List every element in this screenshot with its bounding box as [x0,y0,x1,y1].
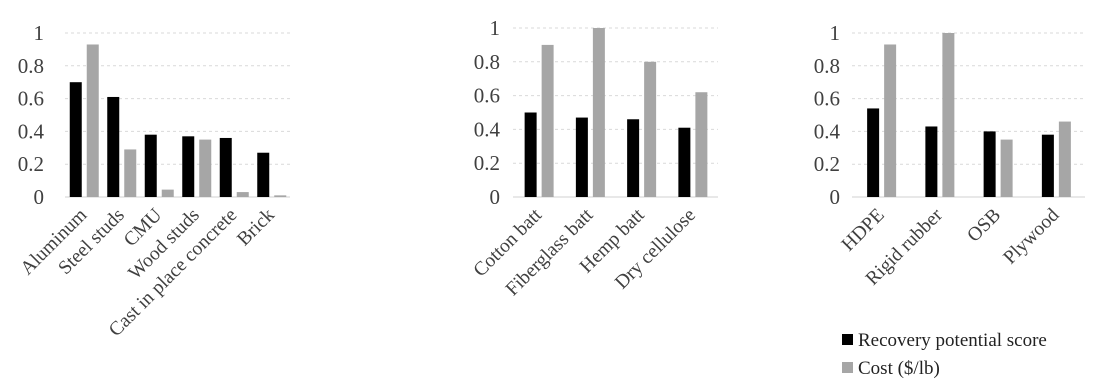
y-tick-label: 0.8 [474,50,500,74]
x-category-label: Brick [233,205,279,251]
y-tick-label: 0 [830,185,841,209]
legend-swatch-cost [842,362,853,373]
y-tick-label: 0.4 [18,119,45,143]
y-tick-label: 0.8 [18,54,44,78]
bar-cost [274,195,287,197]
bar-recovery-potential-score [575,117,588,197]
y-tick-label: 0.2 [814,152,840,176]
bar-cost [236,192,249,197]
bar-recovery-potential-score [257,152,270,197]
x-category-label: Plywood [1000,205,1064,269]
bar-cost [1000,139,1013,197]
bar-recovery-potential-score [219,137,232,197]
y-tick-label: 1 [490,16,501,40]
bar-cost [161,189,174,197]
bar-cost [541,44,554,198]
bar-cost [884,44,897,198]
legend-label-recovery-potential-score: Recovery potential score [858,330,1047,351]
y-tick-label: 0.2 [474,151,500,175]
bar-cost [644,61,657,197]
y-tick-label: 0.8 [814,54,840,78]
bar-recovery-potential-score [627,119,640,197]
bar-recovery-potential-score [144,134,157,197]
bar-cost [695,92,708,197]
bar-cost [942,33,955,197]
bar-cost [199,139,212,197]
bar-recovery-potential-score [524,112,537,197]
x-category-label: OSB [963,205,1005,247]
bar-cost [124,149,137,197]
y-tick-label: 0.4 [474,117,501,141]
legend-label-cost: Cost ($/lb) [858,358,940,379]
bar-cost [86,44,99,198]
bar-recovery-potential-score [678,127,691,197]
y-tick-label: 0.6 [474,84,500,108]
bar-cost [1058,121,1071,197]
x-category-label: HDPE [838,205,889,256]
y-tick-label: 0.6 [814,87,840,111]
y-tick-label: 1 [830,21,841,45]
legend: Recovery potential score Cost ($/lb) [842,330,1047,379]
bar-recovery-potential-score [983,131,996,197]
bar-recovery-potential-score [107,96,120,197]
legend-swatch-recovery-potential-score [842,334,853,345]
bar-cost [592,28,605,197]
y-tick-label: 0.6 [18,87,44,111]
bar-recovery-potential-score [867,108,880,197]
y-tick-label: 0 [490,185,501,209]
bar-recovery-potential-score [69,82,82,197]
y-tick-label: 0.2 [18,152,44,176]
y-tick-label: 0.4 [814,119,841,143]
y-tick-label: 1 [34,21,45,45]
bar-recovery-potential-score [925,126,938,197]
y-tick-label: 0 [34,185,45,209]
bar-recovery-potential-score [1041,134,1054,197]
bar-recovery-potential-score [182,136,195,197]
